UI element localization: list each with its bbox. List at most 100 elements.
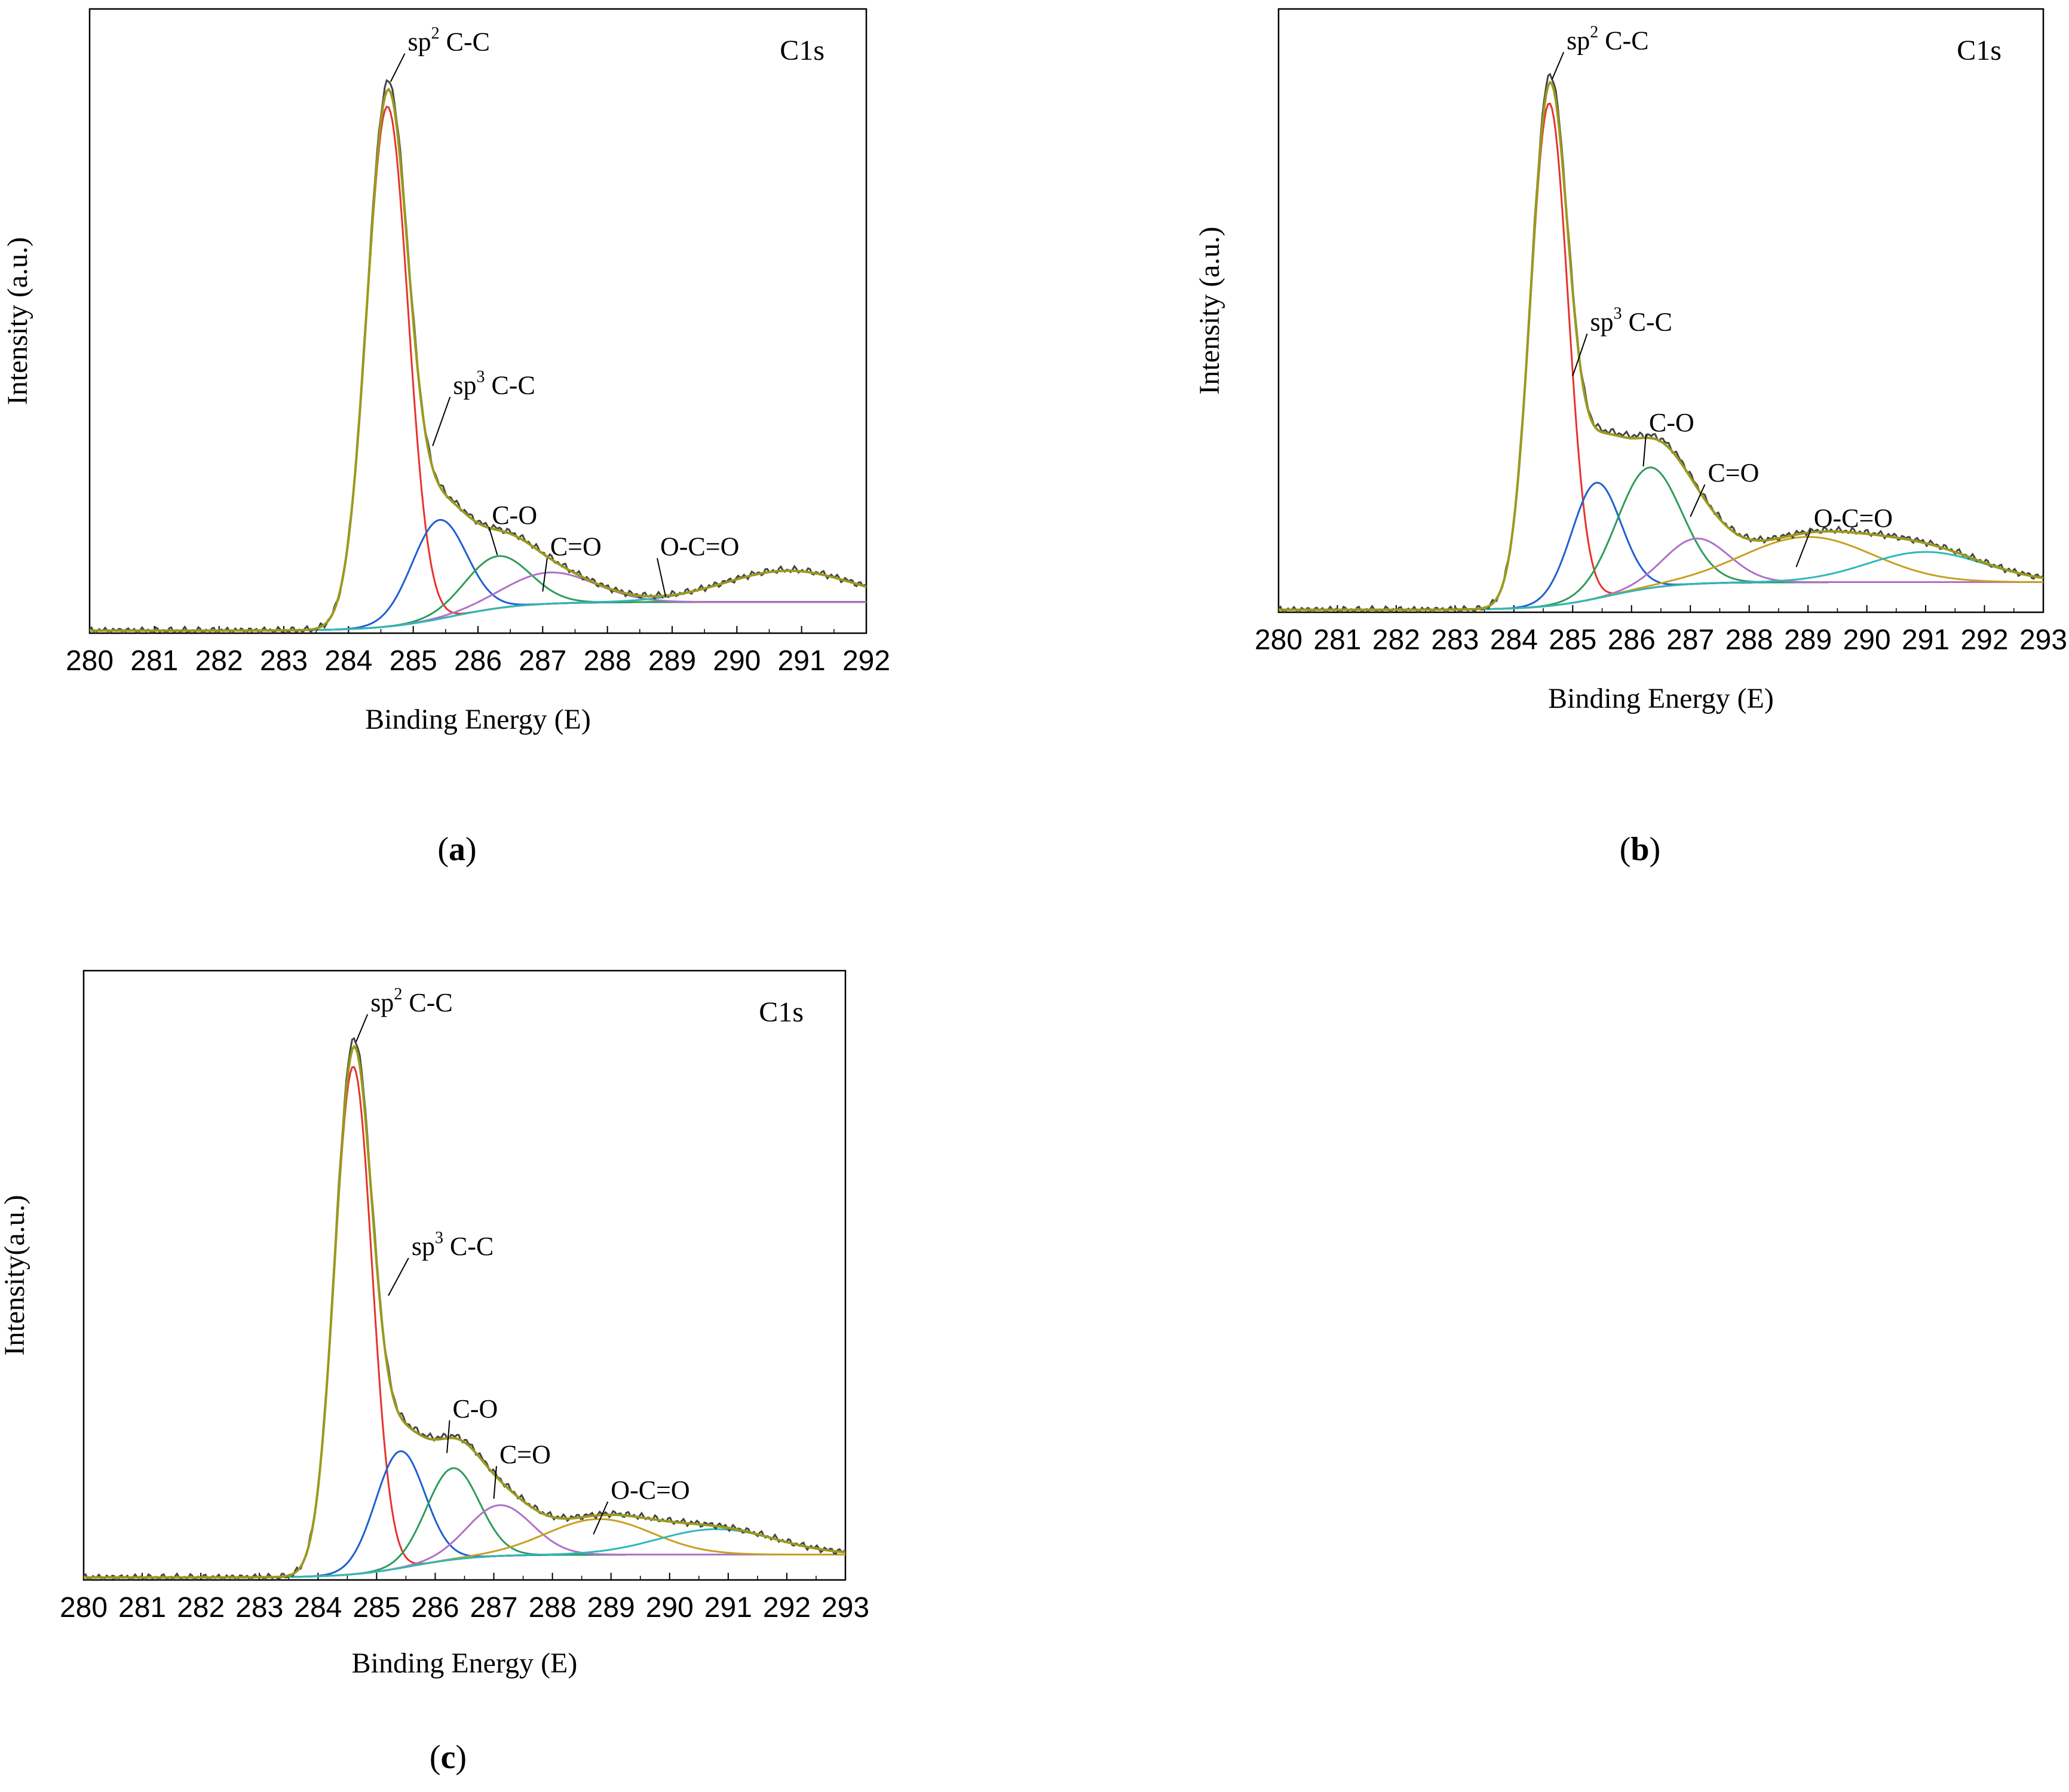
x-tick-label: 281 <box>1313 624 1361 656</box>
x-tick-label: 291 <box>704 1592 752 1624</box>
chart-title: C1s <box>1957 35 2001 66</box>
envelope-fit <box>90 87 866 632</box>
x-tick-label: 292 <box>842 645 890 677</box>
curves <box>90 79 866 633</box>
curves <box>84 1037 845 1580</box>
x-tick-label: 291 <box>1902 624 1950 656</box>
x-tick-label: 283 <box>235 1592 283 1624</box>
annotation-label: sp3 C-C <box>1590 305 1672 337</box>
raw-spectrum <box>90 79 866 633</box>
annotation-label: sp2 C-C <box>408 24 490 57</box>
chart-title: C1s <box>759 996 804 1028</box>
panel-label: (b) <box>1620 831 1660 868</box>
annotation-leader <box>593 1501 609 1535</box>
raw-spectrum <box>84 1037 845 1580</box>
annotation-leader <box>390 53 406 82</box>
annotation-leader <box>446 1420 450 1453</box>
annotation-leader <box>493 1466 497 1499</box>
plot-frame <box>82 969 847 1581</box>
x-tick-label: 286 <box>411 1592 459 1624</box>
x-tick-label: 287 <box>519 645 566 677</box>
x-axis-title: Binding Energy (E) <box>352 1647 578 1679</box>
x-tick-label: 280 <box>60 1592 108 1624</box>
x-axis-title: Binding Energy (E) <box>1548 683 1774 714</box>
x-tick-label: 289 <box>587 1592 635 1624</box>
x-tick-label: 285 <box>1549 624 1596 656</box>
panel-label: (a) <box>437 831 476 868</box>
peak-extra <box>90 570 866 632</box>
x-tick-label: 284 <box>294 1592 342 1624</box>
chart-title: C1s <box>780 35 824 66</box>
y-axis-title: Intensity(a.u.) <box>0 1195 30 1355</box>
x-tick-label: 288 <box>1725 624 1773 656</box>
x-tick-label: 280 <box>1255 624 1302 656</box>
peak-sp2-c-c <box>84 1066 845 1579</box>
annotation-leader <box>1642 434 1647 467</box>
annotation-leader <box>355 1014 369 1042</box>
peak-c-o <box>1279 481 2043 611</box>
annotation-label: C-O <box>1649 408 1694 437</box>
raw-spectrum <box>1279 72 2043 612</box>
annotation-leader <box>1551 51 1565 80</box>
peak-sp2-c-c <box>1279 102 2043 611</box>
peak-c-o <box>90 555 866 632</box>
x-tick-label: 281 <box>118 1592 166 1624</box>
x-tick-label: 282 <box>195 645 243 677</box>
x-tick-label: 285 <box>390 645 437 677</box>
annotation-leader <box>1690 484 1706 517</box>
annotation-leader <box>432 397 451 446</box>
chart-panel-c: 280 281 282 283 284 285 286 287 288 289 290 291 292 2… <box>0 969 869 1776</box>
x-tick-label: 287 <box>1666 624 1714 656</box>
x-tick-label: 283 <box>260 645 308 677</box>
peak-c-o <box>84 1467 845 1579</box>
peak-o-c-o <box>84 1504 845 1579</box>
x-tick-label: 286 <box>1608 624 1656 656</box>
x-tick-label: 285 <box>353 1592 400 1624</box>
chart-panel-b: 280 281 282 283 284 285 286 287 288 289 290 291 292 2… <box>1194 8 2067 868</box>
annotation-leader <box>1572 333 1588 376</box>
x-tick-label: 289 <box>1784 624 1832 656</box>
annotation-label: O-C=O <box>1814 504 1893 533</box>
x-tick-label: 291 <box>778 645 826 677</box>
x-tick-label: 283 <box>1431 624 1479 656</box>
envelope-fit <box>84 1044 845 1579</box>
chart-panel-a: 280 281 282 283 284 285 286 287 288 289 290 291 292 B… <box>2 8 890 868</box>
x-tick-label: 287 <box>470 1592 517 1624</box>
x-tick-label: 284 <box>1490 624 1538 656</box>
annotation-label: C=O <box>499 1440 551 1469</box>
x-tick-label: 293 <box>822 1592 869 1624</box>
x-tick-label: 289 <box>648 645 696 677</box>
annotation-label: O-C=O <box>660 532 739 561</box>
annotation-leader <box>657 558 667 597</box>
x-tick-label: 293 <box>2019 624 2067 656</box>
envelope-fit <box>1279 80 2043 611</box>
annotation-leader <box>542 558 548 592</box>
annotation-label: O-C=O <box>611 1475 689 1505</box>
peak-c-o <box>1279 467 2043 611</box>
annotation-label: C-O <box>492 501 537 530</box>
annotation-leader <box>388 1257 409 1296</box>
x-tick-label: 284 <box>324 645 372 677</box>
y-axis-title: Intensity (a.u.) <box>1194 226 1225 394</box>
x-tick-label: 292 <box>1960 624 2008 656</box>
peak-o-c-o-2- <box>1279 536 2043 611</box>
x-tick-label: 290 <box>646 1592 694 1624</box>
annotation-label: sp2 C-C <box>1567 23 1648 55</box>
x-tick-label: 288 <box>584 645 632 677</box>
annotation-label: C=O <box>550 532 602 561</box>
annotation-label: C=O <box>1708 458 1759 487</box>
x-tick-label: 280 <box>66 645 114 677</box>
peak-o-c-o <box>90 571 866 632</box>
x-axis-title: Binding Energy (E) <box>365 704 591 735</box>
x-tick-label: 290 <box>1843 624 1891 656</box>
x-tick-label: 282 <box>177 1592 225 1624</box>
annotation-label: sp3 C-C <box>453 367 535 400</box>
x-tick-label: 281 <box>130 645 178 677</box>
y-axis-title: Intensity (a.u.) <box>2 237 33 405</box>
annotation-label: sp2 C-C <box>370 985 452 1017</box>
plot-frame <box>88 8 868 634</box>
x-tick-label: 288 <box>529 1592 577 1624</box>
x-tick-label: 292 <box>763 1592 811 1624</box>
x-tick-label: 286 <box>454 645 502 677</box>
